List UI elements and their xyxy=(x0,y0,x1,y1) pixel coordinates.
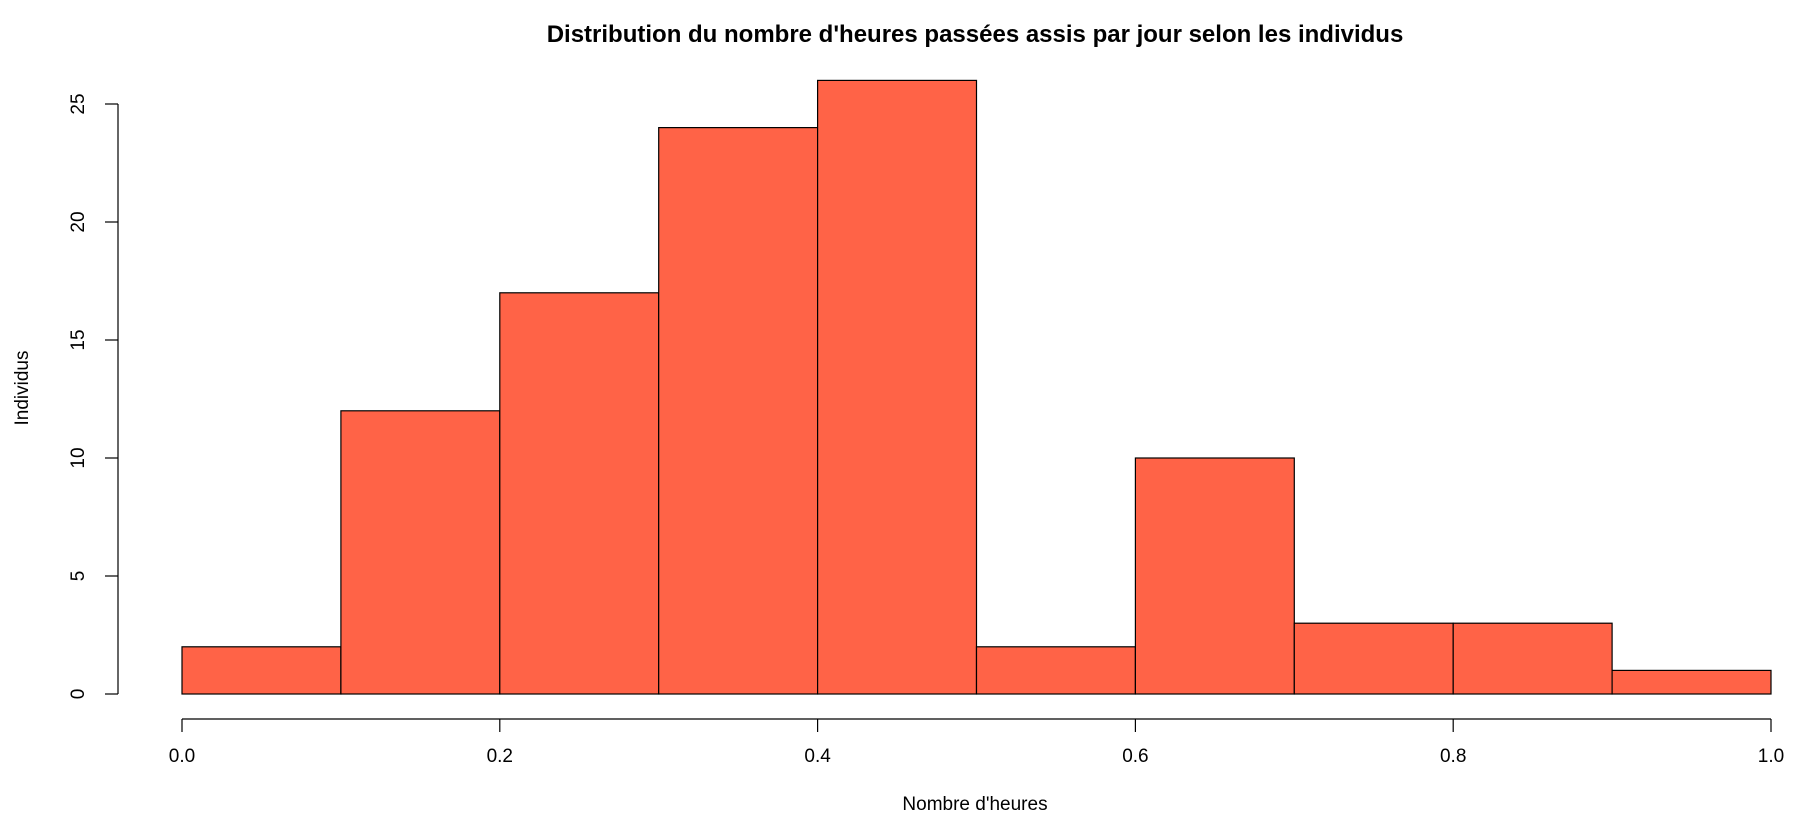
x-tick-label-4: 0.8 xyxy=(1440,746,1466,767)
histogram-bar-5 xyxy=(975,646,1136,695)
x-tick-label-2: 0.4 xyxy=(804,746,831,767)
histogram-bar-2 xyxy=(499,292,660,695)
y-tick-label-3: 15 xyxy=(68,329,89,350)
y-axis-label: Individus xyxy=(12,351,33,426)
x-tick-label-5: 1.0 xyxy=(1758,746,1784,767)
histogram-bar-0 xyxy=(181,646,342,695)
x-tick-label-0: 0.0 xyxy=(169,746,195,767)
x-axis: 0.0 0.2 0.4 0.6 0.8 1.0 xyxy=(169,718,1784,767)
histogram-bar-4 xyxy=(816,79,978,695)
y-tick-label-2: 10 xyxy=(68,447,89,468)
x-axis-label: Nombre d'heures xyxy=(902,794,1047,815)
histogram-bar-8 xyxy=(1452,622,1613,695)
histogram-bar-9 xyxy=(1611,669,1772,695)
y-tick-label-0: 0 xyxy=(68,689,89,700)
histogram-bar-1 xyxy=(340,410,501,695)
chart-title: Distribution du nombre d'heures passées … xyxy=(547,21,1404,48)
x-tick-label-3: 0.6 xyxy=(1122,746,1148,767)
y-tick-label-4: 20 xyxy=(68,211,89,232)
y-axis: 0 5 10 15 20 25 xyxy=(68,93,119,700)
histogram-bar-3 xyxy=(658,126,819,695)
x-tick-label-1: 0.2 xyxy=(487,746,513,767)
y-tick-label-5: 25 xyxy=(68,93,89,114)
histogram-bar-7 xyxy=(1293,622,1454,695)
histogram-bar-6 xyxy=(1134,457,1295,695)
y-tick-label-1: 5 xyxy=(68,571,89,582)
bars-group xyxy=(181,79,1772,695)
